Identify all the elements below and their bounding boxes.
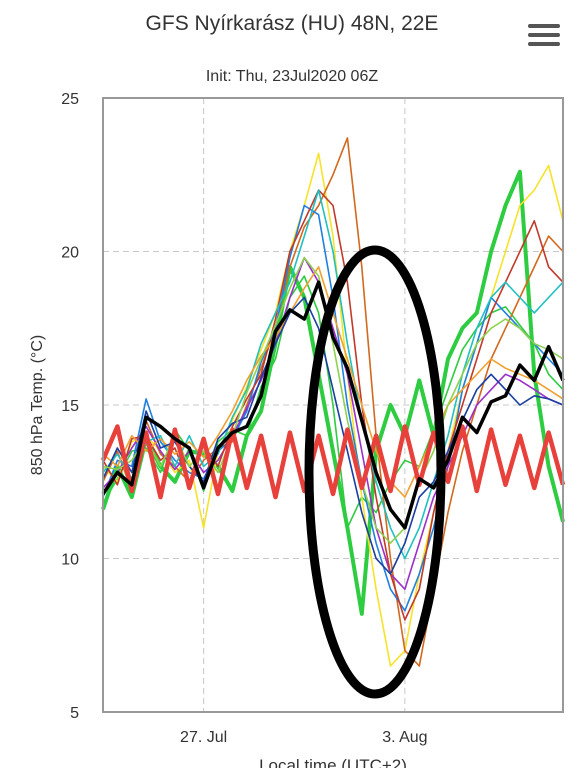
y-tick-label: 10: [61, 552, 79, 569]
x-axis-ticks: 27. Jul 3. Aug: [180, 729, 428, 746]
chart-title: GFS Nyírkarász (HU) 48N, 22E: [146, 12, 439, 35]
y-tick-label: 25: [61, 91, 79, 108]
ensemble-member-line: [102, 137, 564, 667]
ensemble-member-line: [102, 189, 564, 621]
menu-icon[interactable]: [528, 24, 560, 48]
y-tick-label: 15: [61, 398, 79, 415]
y-tick-label: 20: [61, 245, 79, 262]
x-axis-label: Local time (UTC+2): [259, 756, 407, 768]
x-tick-label: 3. Aug: [382, 729, 427, 746]
control-run-line: [101, 280, 565, 530]
y-tick-label: 5: [70, 705, 79, 722]
chart-subtitle: Init: Thu, 23Jul2020 06Z: [206, 68, 378, 85]
highlight-ellipse: [304, 245, 446, 699]
plot-frame: [102, 97, 564, 713]
ensemble-member-line: [102, 256, 564, 591]
x-tick-label: 27. Jul: [180, 729, 227, 746]
series-layer: [100, 137, 566, 667]
climatology-line: [100, 424, 566, 500]
ensemble-member-line: [102, 275, 564, 529]
y-axis-ticks: 5 10 15 20 25: [61, 91, 79, 722]
y-axis-label: 850 hPa Temp. (°C): [29, 335, 46, 475]
